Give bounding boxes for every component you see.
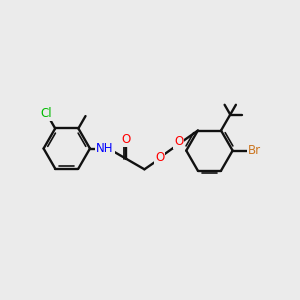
Text: O: O	[174, 135, 184, 148]
Text: NH: NH	[96, 142, 114, 155]
Text: O: O	[155, 151, 164, 164]
Text: Cl: Cl	[41, 107, 52, 120]
Text: O: O	[122, 134, 131, 146]
Text: Br: Br	[248, 144, 261, 157]
